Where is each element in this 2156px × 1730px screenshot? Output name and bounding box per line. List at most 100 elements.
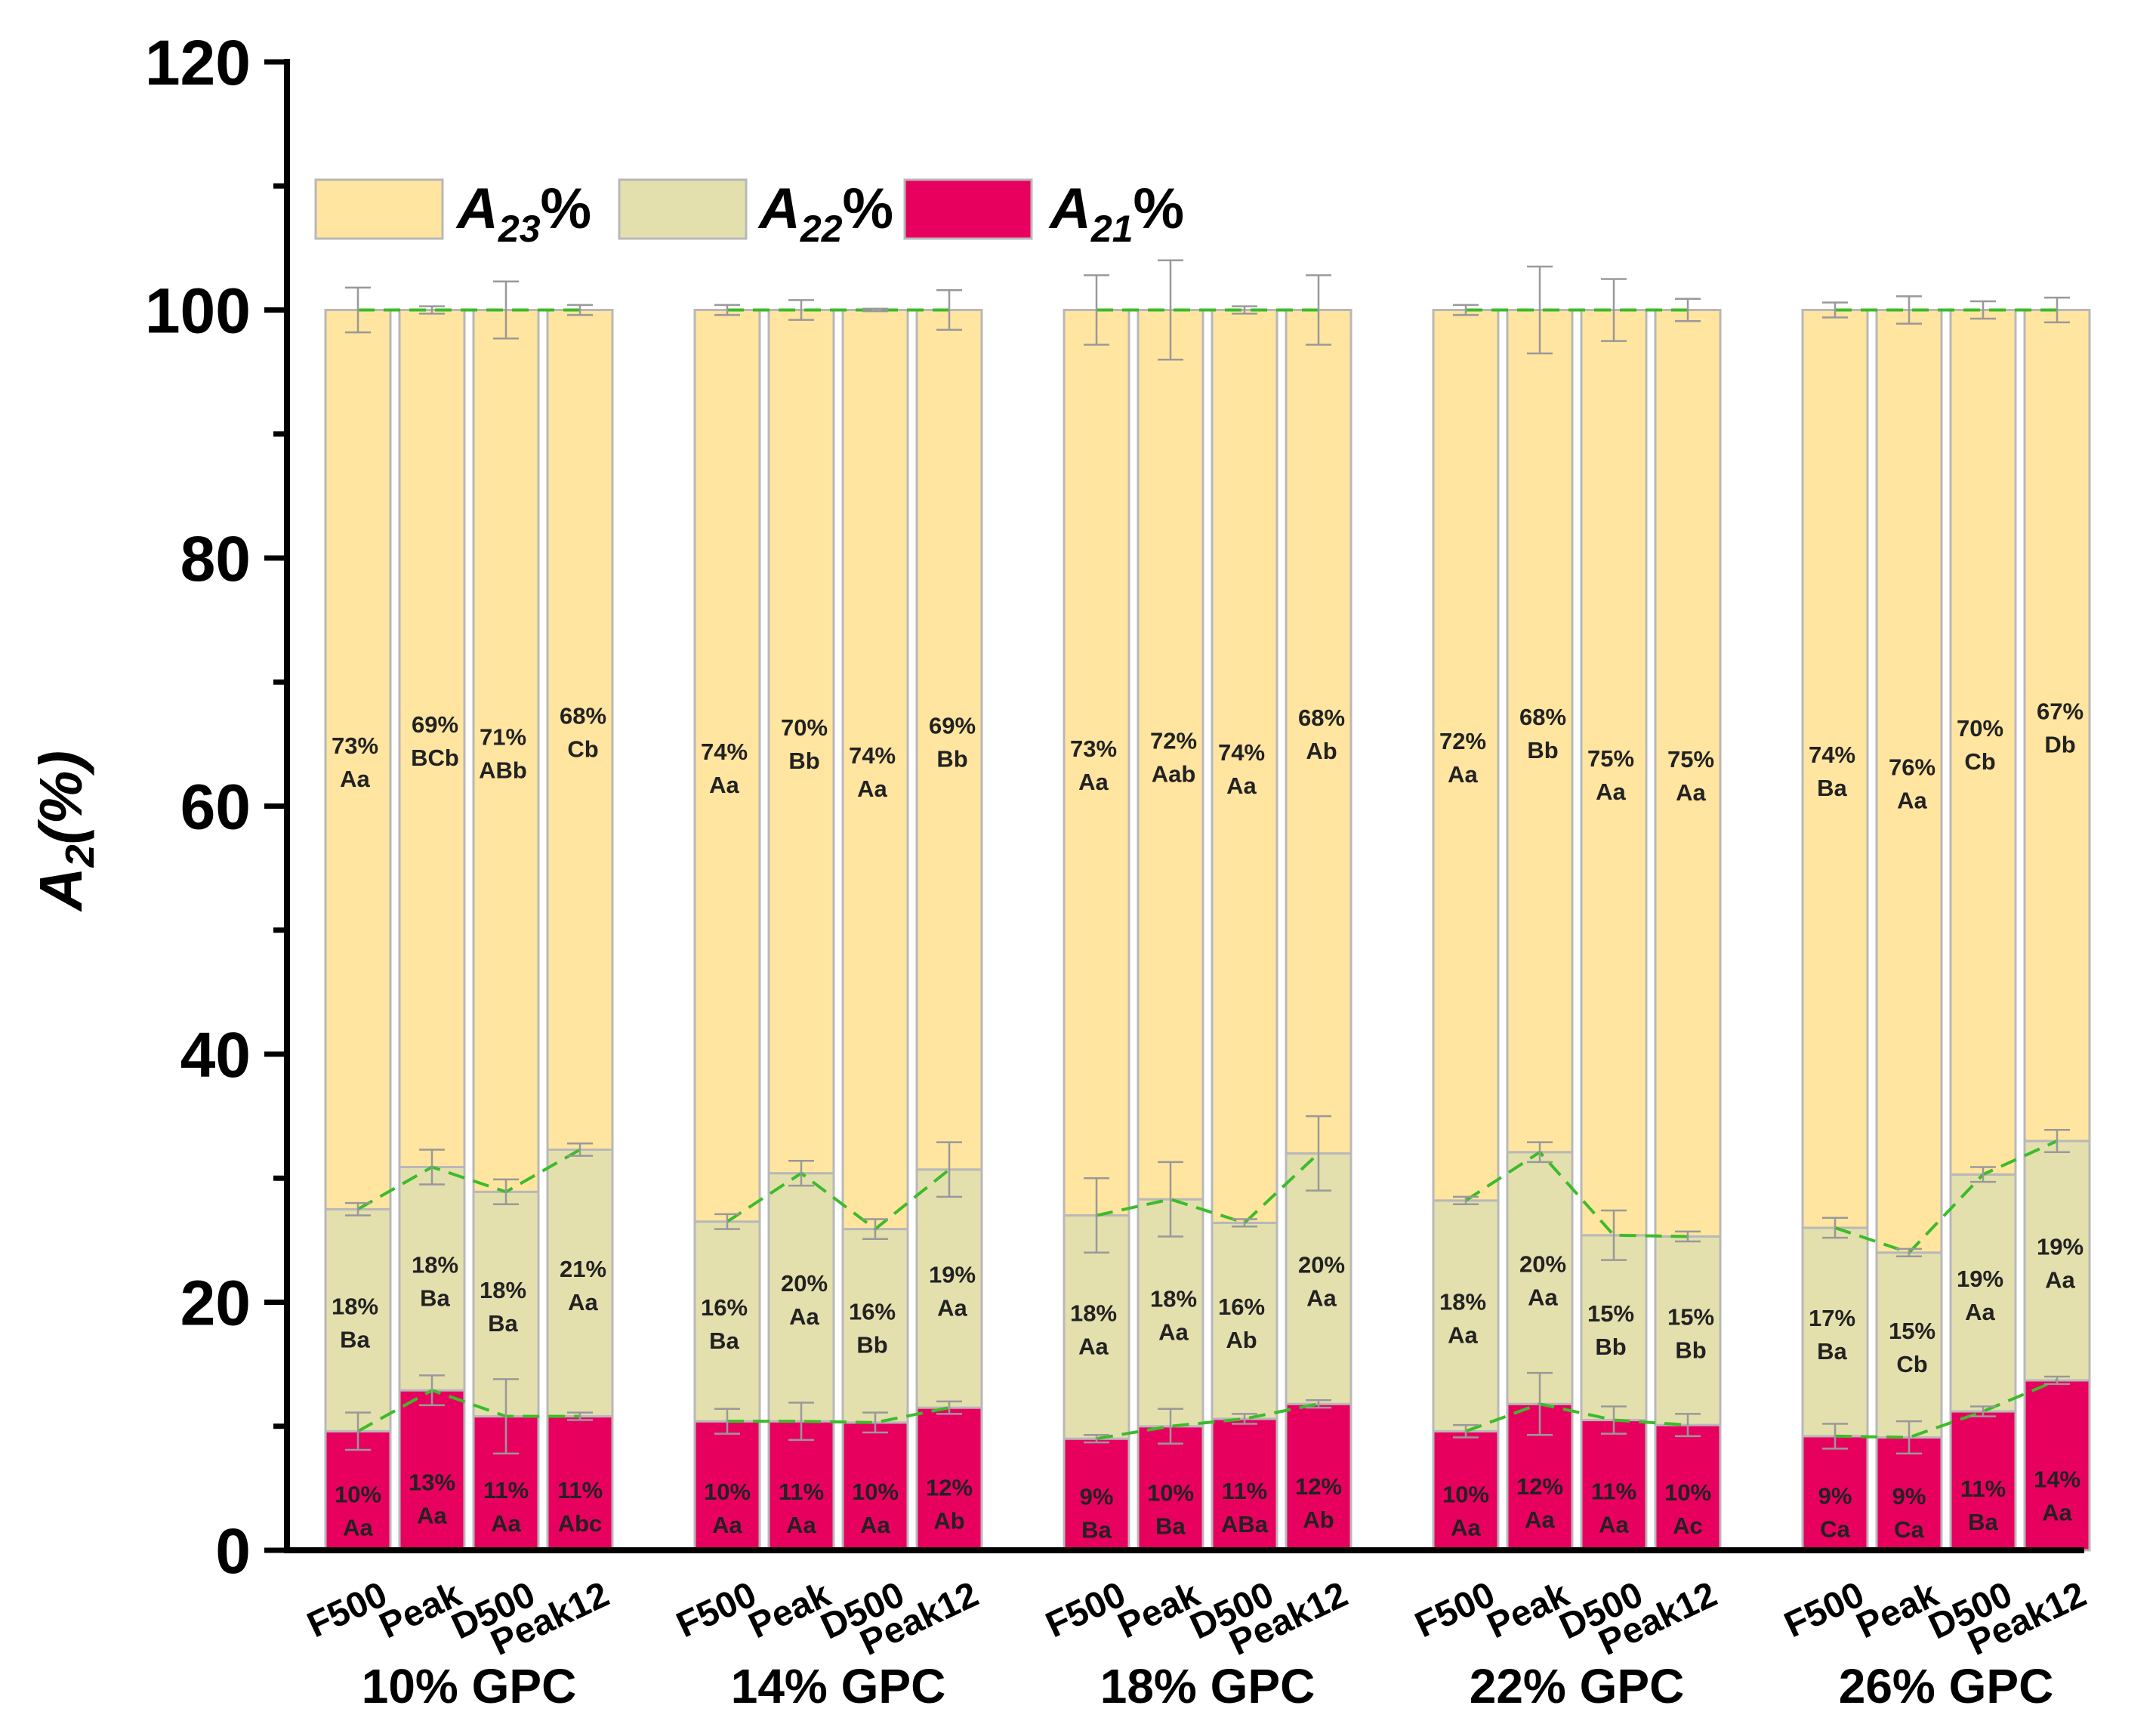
data-label-a23: 68% Cb (560, 702, 606, 762)
y-axis-title: A2(%) (27, 751, 103, 912)
stacked-bar (2023, 309, 2091, 1552)
data-label-a22: 16% Ab (1218, 1294, 1265, 1353)
data-label-a22: 18% Ba (412, 1251, 458, 1311)
data-label-a21: 13% Aa (409, 1469, 455, 1528)
data-label-a22: 17% Ba (1809, 1305, 1855, 1365)
data-label-a23: 74% Aa (1218, 739, 1265, 799)
error-bar (419, 1374, 445, 1407)
data-label-a22: 16% Bb (849, 1299, 896, 1358)
error-bar (936, 288, 962, 332)
trend-line (357, 1148, 581, 1211)
data-label-a23: 75% Aa (1587, 745, 1634, 805)
data-label-a21: 11% Abc (557, 1477, 603, 1537)
y-tick-label: 60 (180, 772, 251, 843)
y-tick-label: 80 (180, 523, 251, 594)
stacked-bar (398, 309, 466, 1552)
bar-segment-a22 (1654, 1235, 1722, 1426)
legend-label: A23% (455, 177, 591, 250)
error-bar (1527, 1141, 1553, 1164)
data-label-a21: 10% Ac (1664, 1479, 1711, 1539)
bar-segment-a23 (1432, 309, 1500, 1202)
data-label-a21: 10% Aa (335, 1482, 381, 1541)
data-label-a22: 20% Aa (781, 1270, 828, 1330)
legend-item: A21% (903, 177, 1184, 250)
legend-label: A22% (757, 177, 893, 250)
data-label-a23: 68% Ab (1298, 705, 1345, 764)
bar-segment-a23 (693, 309, 761, 1223)
stacked-bar (1432, 309, 1500, 1552)
trend-line (1465, 1402, 1689, 1433)
data-label-a21: 11% Aa (483, 1477, 529, 1537)
group-label: 14% GPC (731, 1659, 946, 1713)
bar-segment-a22 (1432, 1199, 1500, 1432)
error-bar (862, 307, 888, 313)
stacked-bar (1063, 309, 1130, 1552)
data-label-a23: 69% Bb (929, 713, 976, 772)
bar-segment-a22 (693, 1220, 761, 1423)
trend-lines (357, 308, 2058, 1441)
error-bar (1601, 1209, 1627, 1261)
bar-segment-a23 (1285, 309, 1353, 1155)
y-tick-label: 40 (180, 1019, 251, 1090)
error-bar (2044, 1375, 2070, 1386)
legend-swatch (314, 178, 444, 240)
bar-segment-a23 (1801, 309, 1869, 1229)
data-label-a23: 74% Aa (701, 739, 748, 798)
error-bar (1970, 1405, 1996, 1417)
error-bar (1675, 298, 1701, 322)
error-bar (714, 304, 740, 316)
bar-segment-a21 (546, 1415, 614, 1552)
stacked-bar (693, 309, 761, 1552)
data-label-a22: 18% Aa (1070, 1300, 1117, 1359)
error-bar (1970, 1166, 1996, 1183)
error-bar (862, 1411, 888, 1434)
error-bar (1527, 265, 1553, 355)
error-bar (1084, 1433, 1109, 1444)
group-label: 26% GPC (1839, 1659, 2054, 1713)
data-label-a22: 15% Bb (1587, 1300, 1634, 1360)
error-bar (862, 1218, 888, 1240)
y-tick-label: 20 (180, 1268, 251, 1339)
legend-item: A23% (314, 177, 591, 250)
stacked-bar (1211, 309, 1278, 1552)
error-bar (1453, 1195, 1479, 1205)
y-tick-label: 0 (215, 1516, 251, 1587)
data-label-a23: 74% Aa (849, 742, 896, 802)
stacked-bar (1949, 309, 2017, 1552)
data-label-a23: 75% Aa (1667, 746, 1714, 806)
error-bar (1453, 1423, 1479, 1439)
trend-line (1464, 1150, 1689, 1238)
trend-line (1096, 1152, 1320, 1225)
legend: A23% A22% A21% (314, 177, 1184, 250)
bar-segment-a23 (915, 309, 983, 1171)
segment-labels: 73% Aa 18% Ba 10% Aa 69% BCb 18% Ba 13% Aa 71% ABb 18%… (332, 698, 2084, 1543)
error-bar (788, 299, 814, 321)
data-label-a21: 12% Aa (1516, 1473, 1563, 1533)
bar-segment-a23 (1654, 309, 1722, 1238)
data-label-a21: 10% Aa (704, 1479, 751, 1538)
data-label-a22: 20% Aa (1519, 1250, 1566, 1310)
group-label: 18% GPC (1100, 1659, 1315, 1713)
bar-segment-a23 (767, 309, 835, 1175)
bar-segment-a21 (1137, 1425, 1204, 1552)
bar-segment-a22 (324, 1207, 392, 1432)
data-label-a22: 18% Ba (332, 1293, 378, 1352)
stacked-bar (1137, 309, 1204, 1552)
stacked-bar (1654, 309, 1722, 1552)
bar-segment-a22 (2023, 1139, 2091, 1382)
error-bars (345, 259, 2070, 1455)
data-label-a21: 11% Aa (1591, 1478, 1636, 1537)
bar-segment-a23 (1063, 309, 1130, 1217)
error-bar (345, 286, 371, 334)
bar-segment-a23 (1580, 309, 1648, 1237)
error-bar (1306, 1399, 1331, 1409)
legend-label: A21% (1048, 177, 1184, 250)
error-bar (2044, 296, 2070, 324)
y-axis: 0 20 40 60 80 100 120 (145, 27, 2084, 1587)
stacked-bar (546, 309, 614, 1552)
bar-segment-a21 (398, 1389, 466, 1552)
bar-segment-a22 (767, 1172, 835, 1423)
stacked-bar (841, 309, 909, 1552)
error-bar (788, 1160, 814, 1187)
